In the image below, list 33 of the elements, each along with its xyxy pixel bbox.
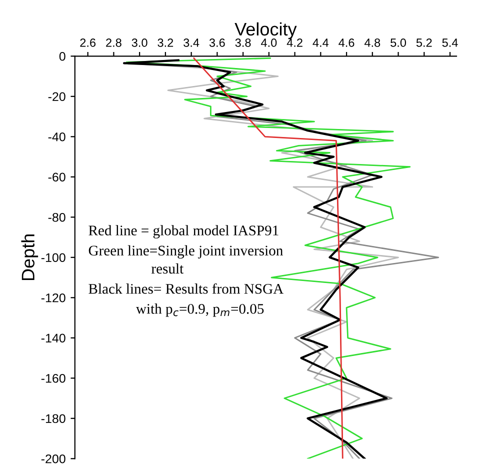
y-tick-label: -200 xyxy=(41,454,66,464)
y-tick-label: -60 xyxy=(48,172,66,182)
annotation: Green line=Single joint inversion xyxy=(88,245,283,259)
y-tick-label: -160 xyxy=(41,374,66,383)
y-tick-label: -100 xyxy=(41,253,66,262)
x-tick-label: 3.4 xyxy=(184,38,200,47)
x-tick-label: 5.2 xyxy=(416,38,432,47)
y-tick-label: -180 xyxy=(41,414,66,424)
x-tick-label: 3.2 xyxy=(158,38,174,47)
y-tick-label: -40 xyxy=(48,132,66,142)
x-tick-label: 2.8 xyxy=(106,38,122,47)
y-tick-label: -120 xyxy=(41,293,66,302)
annotation: with p$_{c}$=0.9, p$_{m}$=0.05 xyxy=(136,304,264,317)
x-tick-label: 2.6 xyxy=(80,38,96,47)
x-tick-label: 4.8 xyxy=(364,38,380,47)
x-tick-label: 5.0 xyxy=(390,38,406,47)
x-tick-label: 4.2 xyxy=(286,38,302,47)
y-tick-label: -20 xyxy=(48,92,66,102)
x-tick-label: 3.8 xyxy=(235,38,251,47)
x-tick-label: 5.4 xyxy=(442,38,458,47)
x-tick-label: 4.4 xyxy=(312,38,329,47)
annotation: Red line = global model IASP91 xyxy=(88,225,278,238)
x-tick-label: 4.6 xyxy=(338,38,354,47)
y-tick-label: -80 xyxy=(48,212,66,222)
y-axis-title: Depth xyxy=(21,234,38,280)
x-tick-label: 4.0 xyxy=(260,38,277,47)
annotation: Black lines= Results from NSGA xyxy=(88,283,284,294)
x-axis-title: Velocity xyxy=(234,22,297,40)
y-tick-label: 0 xyxy=(59,52,66,61)
x-tick-label: 3.0 xyxy=(132,38,148,47)
x-tick-label: 3.6 xyxy=(209,38,225,47)
y-tick-label: -140 xyxy=(41,334,66,343)
annotation: result xyxy=(152,263,184,274)
